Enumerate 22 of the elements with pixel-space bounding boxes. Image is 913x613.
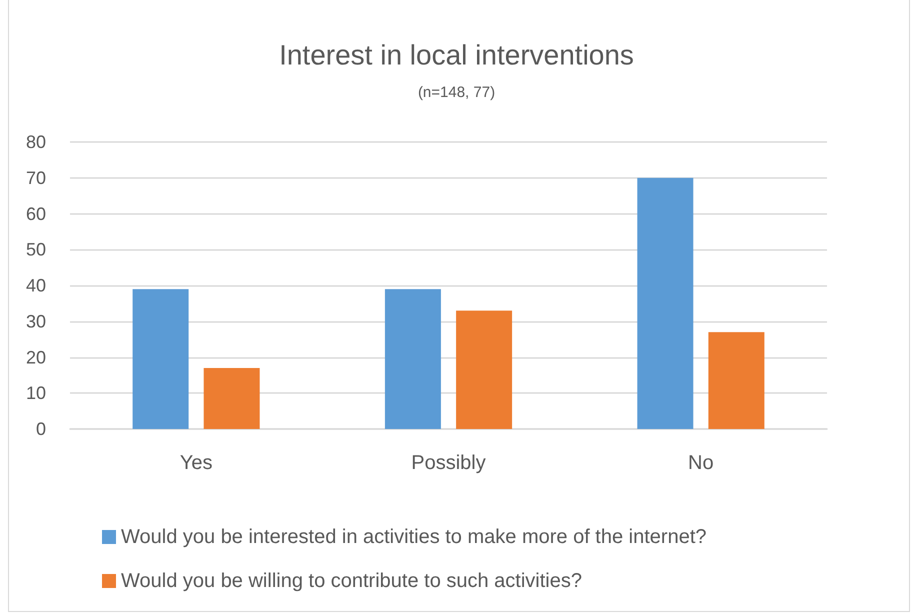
bar <box>708 332 764 429</box>
y-tick-label: 30 <box>26 311 46 332</box>
y-tick-label: 20 <box>26 347 46 368</box>
y-tick-label: 80 <box>26 132 46 152</box>
legend-label: Would you be willing to contribute to such activities? <box>121 570 582 592</box>
bar <box>204 368 260 429</box>
bar <box>637 178 694 429</box>
x-tick-label: Possibly <box>411 452 486 474</box>
y-tick-label: 0 <box>36 419 46 439</box>
y-tick-label: 10 <box>26 383 46 404</box>
legend-label: Would you be interested in activities to make more of the internet? <box>121 526 706 548</box>
x-tick-label: No <box>688 452 714 474</box>
bar <box>384 289 441 429</box>
y-tick-label: 40 <box>26 276 46 296</box>
y-tick-label: 50 <box>26 240 46 260</box>
bar <box>132 289 189 429</box>
y-tick-label: 60 <box>26 204 46 224</box>
bar <box>456 310 512 429</box>
chart-title: Interest in local interventions <box>279 40 634 70</box>
y-tick-label: 70 <box>26 168 46 188</box>
chart-subtitle: (n=148, 77) <box>418 84 496 101</box>
x-tick-label: Yes <box>180 452 212 474</box>
